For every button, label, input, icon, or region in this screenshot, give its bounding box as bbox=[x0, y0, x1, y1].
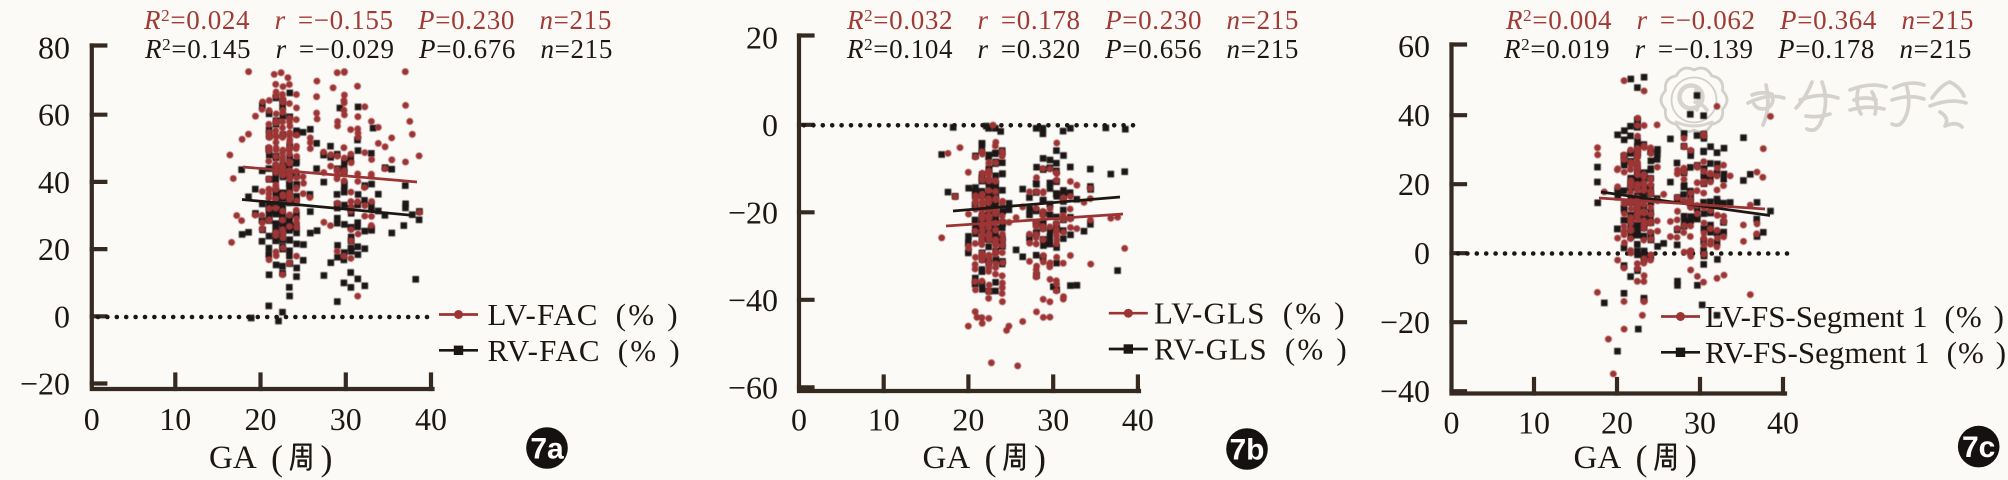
svg-text:−40: −40 bbox=[1380, 373, 1430, 409]
svg-text:20: 20 bbox=[1398, 166, 1430, 202]
svg-text:0: 0 bbox=[54, 298, 70, 334]
svg-text:(: ( bbox=[271, 438, 283, 478]
svg-text:LV-FS-Segment 1(%): LV-FS-Segment 1 (%) bbox=[1705, 299, 2004, 334]
svg-text:GA: GA bbox=[1574, 440, 1622, 476]
svg-text:7c: 7c bbox=[1962, 431, 1995, 464]
svg-text:0: 0 bbox=[1414, 235, 1430, 271]
svg-text:−60: −60 bbox=[728, 369, 778, 405]
svg-text:7a: 7a bbox=[530, 433, 564, 466]
svg-text:0: 0 bbox=[762, 107, 778, 143]
svg-text:0: 0 bbox=[84, 401, 100, 437]
svg-text:60: 60 bbox=[1398, 28, 1430, 64]
svg-text:): ) bbox=[321, 438, 333, 478]
svg-text:30: 30 bbox=[1037, 402, 1069, 438]
svg-text:20: 20 bbox=[1601, 405, 1633, 441]
svg-text:R2=0.145 r =−0.029 P=0.676 n=: R2=0.145 r =−0.029 P=0.676 n=215 bbox=[144, 34, 613, 64]
svg-text:R2=0.024 r =−0.155 P=0.230 n=: R2=0.024 r =−0.155 P=0.230 n=215 bbox=[143, 5, 612, 35]
svg-text:40: 40 bbox=[415, 401, 447, 437]
svg-text:20: 20 bbox=[38, 231, 70, 267]
svg-text:10: 10 bbox=[1518, 405, 1550, 441]
svg-text:0: 0 bbox=[1444, 405, 1460, 441]
svg-text:0: 0 bbox=[791, 402, 807, 438]
svg-text:−20: −20 bbox=[728, 194, 778, 230]
svg-text:): ) bbox=[1034, 438, 1046, 478]
svg-text:10: 10 bbox=[868, 402, 900, 438]
svg-text:R2=0.019 r =−0.139 P=0.178 n=: R2=0.019 r =−0.139 P=0.178 n=215 bbox=[1503, 34, 1972, 64]
svg-text:R2=0.032 r =0.178 P=0.230 n=2: R2=0.032 r =0.178 P=0.230 n=215 bbox=[846, 5, 1299, 35]
svg-text:RV-GLS(%): RV-GLS (%) bbox=[1154, 332, 1348, 367]
svg-text:(: ( bbox=[1636, 438, 1648, 478]
svg-text:20: 20 bbox=[952, 402, 984, 438]
svg-text:40: 40 bbox=[1398, 97, 1430, 133]
svg-text:−20: −20 bbox=[1380, 304, 1430, 340]
svg-text:40: 40 bbox=[1122, 402, 1154, 438]
svg-text:60: 60 bbox=[38, 97, 70, 133]
svg-text:−20: −20 bbox=[20, 366, 70, 402]
svg-text:(: ( bbox=[985, 438, 997, 478]
svg-text:−40: −40 bbox=[728, 282, 778, 318]
svg-text:30: 30 bbox=[1684, 405, 1716, 441]
svg-text:): ) bbox=[1685, 438, 1697, 478]
svg-text:RV-FS-Segment 1(%): RV-FS-Segment 1 (%) bbox=[1705, 335, 2006, 370]
svg-text:7b: 7b bbox=[1229, 434, 1264, 467]
svg-text:R2=0.104 r =0.320 P=0.656 n=2: R2=0.104 r =0.320 P=0.656 n=215 bbox=[846, 34, 1299, 64]
svg-text:R2=0.004 r =−0.062 P=0.364 n=: R2=0.004 r =−0.062 P=0.364 n=215 bbox=[1505, 5, 1974, 35]
svg-text:40: 40 bbox=[1767, 405, 1799, 441]
svg-text:LV-GLS(%): LV-GLS (%) bbox=[1154, 296, 1346, 331]
svg-text:LV-FAC(%): LV-FAC (%) bbox=[488, 297, 679, 332]
svg-text:GA: GA bbox=[923, 440, 971, 476]
svg-text:GA: GA bbox=[209, 440, 257, 476]
svg-text:20: 20 bbox=[245, 401, 277, 437]
svg-text:40: 40 bbox=[38, 164, 70, 200]
svg-text:30: 30 bbox=[330, 401, 362, 437]
svg-text:20: 20 bbox=[746, 19, 778, 55]
svg-text:80: 80 bbox=[38, 30, 70, 66]
svg-text:10: 10 bbox=[159, 401, 191, 437]
svg-text:RV-FAC(%): RV-FAC (%) bbox=[488, 333, 681, 368]
